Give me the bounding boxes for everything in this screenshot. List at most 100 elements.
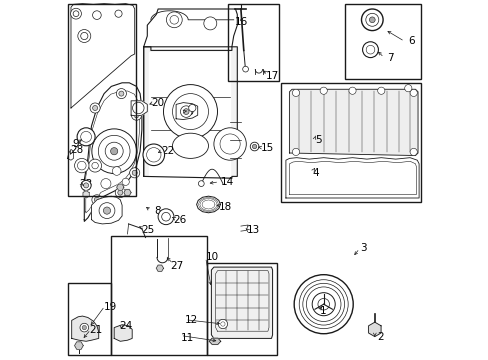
Bar bbox=[206, 263, 276, 355]
Circle shape bbox=[172, 94, 208, 130]
Circle shape bbox=[110, 148, 118, 155]
Circle shape bbox=[99, 203, 115, 219]
Bar bbox=[280, 83, 420, 202]
Text: 8: 8 bbox=[153, 206, 160, 216]
Circle shape bbox=[75, 158, 89, 173]
Polygon shape bbox=[131, 101, 147, 116]
Polygon shape bbox=[149, 52, 230, 176]
Bar bbox=[68, 4, 136, 196]
Text: 29: 29 bbox=[181, 107, 194, 117]
Circle shape bbox=[115, 188, 125, 198]
Circle shape bbox=[170, 15, 178, 24]
Text: 7: 7 bbox=[386, 53, 392, 63]
Circle shape bbox=[78, 30, 91, 42]
Polygon shape bbox=[123, 189, 131, 196]
Circle shape bbox=[142, 144, 164, 166]
Circle shape bbox=[292, 89, 299, 96]
Circle shape bbox=[83, 183, 88, 188]
Circle shape bbox=[80, 323, 88, 332]
Circle shape bbox=[132, 170, 137, 175]
Circle shape bbox=[348, 87, 355, 94]
Circle shape bbox=[77, 128, 95, 146]
Text: 19: 19 bbox=[104, 302, 117, 312]
Circle shape bbox=[134, 113, 139, 118]
Circle shape bbox=[409, 89, 416, 96]
Polygon shape bbox=[285, 158, 418, 198]
Text: 21: 21 bbox=[89, 325, 102, 336]
Circle shape bbox=[361, 9, 382, 31]
Circle shape bbox=[81, 131, 91, 142]
Text: 16: 16 bbox=[235, 17, 248, 27]
Circle shape bbox=[188, 104, 196, 112]
Polygon shape bbox=[156, 265, 163, 271]
Circle shape bbox=[94, 197, 99, 202]
Polygon shape bbox=[114, 325, 132, 341]
Circle shape bbox=[317, 298, 329, 310]
Circle shape bbox=[220, 322, 224, 326]
Circle shape bbox=[180, 106, 192, 117]
Polygon shape bbox=[209, 338, 220, 345]
Circle shape bbox=[218, 319, 227, 329]
Polygon shape bbox=[241, 225, 247, 231]
Polygon shape bbox=[143, 47, 237, 178]
Circle shape bbox=[366, 45, 374, 54]
Circle shape bbox=[88, 159, 102, 172]
Polygon shape bbox=[75, 342, 83, 349]
Circle shape bbox=[302, 283, 344, 325]
Text: 15: 15 bbox=[261, 143, 274, 153]
Circle shape bbox=[77, 161, 86, 170]
Text: 12: 12 bbox=[185, 315, 198, 325]
Text: 3: 3 bbox=[359, 243, 366, 253]
Text: 17: 17 bbox=[265, 71, 279, 81]
Circle shape bbox=[299, 280, 347, 329]
Text: 5: 5 bbox=[314, 135, 321, 145]
Circle shape bbox=[90, 103, 100, 113]
Circle shape bbox=[146, 148, 161, 162]
Circle shape bbox=[203, 17, 216, 30]
Polygon shape bbox=[143, 9, 237, 176]
Circle shape bbox=[213, 128, 246, 160]
Circle shape bbox=[82, 325, 86, 330]
Circle shape bbox=[162, 212, 170, 221]
Circle shape bbox=[368, 17, 374, 23]
Circle shape bbox=[92, 195, 102, 205]
Polygon shape bbox=[289, 89, 417, 156]
Circle shape bbox=[92, 11, 101, 19]
Bar bbox=[345, 4, 420, 79]
Circle shape bbox=[292, 148, 299, 156]
Circle shape bbox=[118, 190, 122, 195]
Text: 18: 18 bbox=[219, 202, 232, 212]
Circle shape bbox=[116, 89, 126, 99]
Polygon shape bbox=[71, 4, 134, 108]
Polygon shape bbox=[91, 196, 122, 224]
Circle shape bbox=[365, 13, 378, 26]
Circle shape bbox=[73, 11, 79, 17]
Circle shape bbox=[103, 207, 110, 214]
Polygon shape bbox=[368, 322, 380, 337]
Bar bbox=[68, 283, 110, 355]
Circle shape bbox=[101, 179, 111, 189]
Polygon shape bbox=[176, 103, 197, 120]
Bar bbox=[110, 236, 206, 355]
Circle shape bbox=[98, 135, 130, 167]
Circle shape bbox=[81, 32, 88, 40]
Text: 10: 10 bbox=[205, 252, 218, 262]
Polygon shape bbox=[83, 191, 89, 198]
Circle shape bbox=[70, 8, 81, 19]
Text: 6: 6 bbox=[407, 36, 414, 46]
Circle shape bbox=[115, 10, 122, 17]
Text: 24: 24 bbox=[119, 321, 132, 331]
Circle shape bbox=[129, 168, 140, 178]
Circle shape bbox=[92, 162, 98, 169]
Text: 9: 9 bbox=[72, 139, 79, 149]
Circle shape bbox=[306, 287, 340, 321]
Circle shape bbox=[183, 109, 189, 114]
Text: 28: 28 bbox=[70, 145, 83, 156]
Text: 1: 1 bbox=[319, 306, 325, 316]
Text: 11: 11 bbox=[180, 333, 193, 343]
Circle shape bbox=[132, 102, 144, 114]
Circle shape bbox=[122, 178, 129, 185]
Circle shape bbox=[362, 42, 378, 58]
Circle shape bbox=[105, 142, 123, 160]
Circle shape bbox=[409, 148, 416, 156]
